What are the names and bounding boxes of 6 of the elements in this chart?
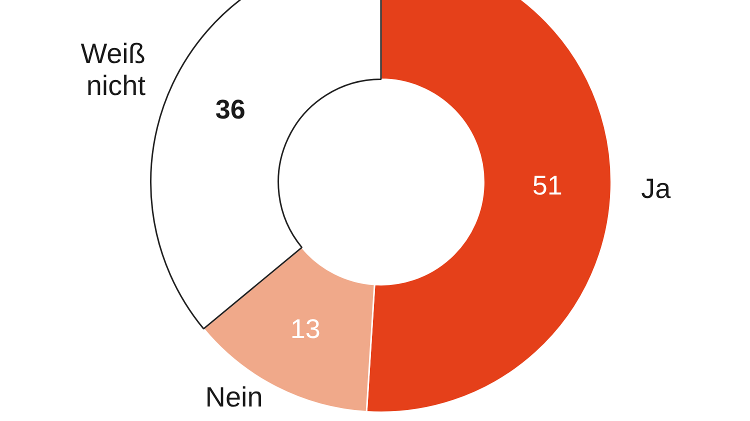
slice-label: Ja [641,172,672,204]
slice-label: Nein [205,382,263,413]
data-label: 13 [290,314,320,344]
data-label: 36 [215,94,246,125]
slice-label: Weiß nicht [80,38,146,101]
data-label: 51 [532,170,562,201]
